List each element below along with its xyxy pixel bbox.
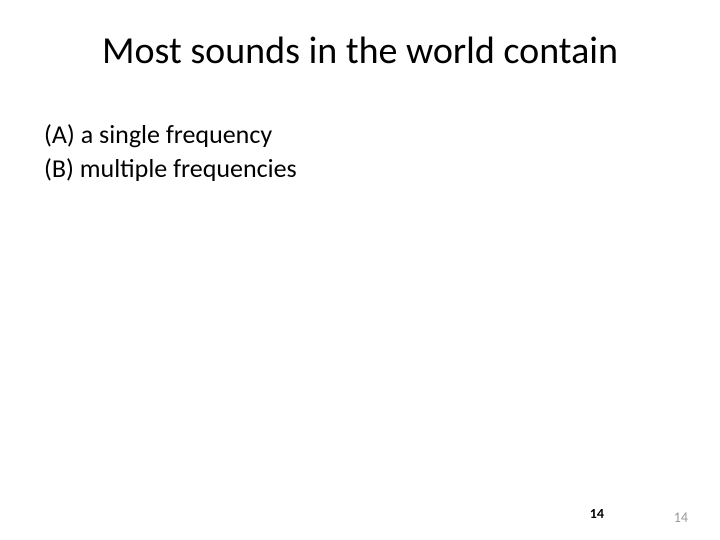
slide-title: Most sounds in the world contain: [0, 0, 720, 74]
option-a: (A) a single frequency: [44, 118, 720, 152]
options-container: (A) a single frequency (B) multiple freq…: [0, 74, 720, 186]
page-number-light: 14: [674, 509, 688, 526]
option-b: (B) multiple frequencies: [44, 152, 720, 186]
page-number-bold: 14: [590, 505, 604, 522]
